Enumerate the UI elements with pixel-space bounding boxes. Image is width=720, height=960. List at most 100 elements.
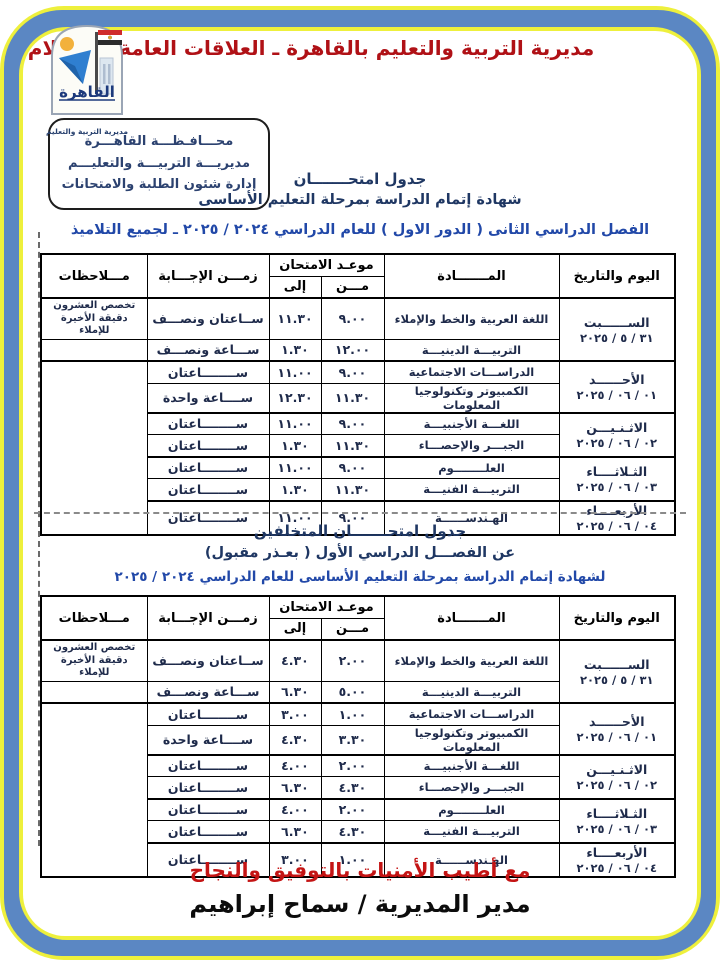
col-header-to: إلى [268,617,322,641]
duration-cell: ســــــــاعتان [146,841,270,877]
schedule-row: الســــــبت ٣١ / ٥ / ٢٠٢٥ اللغة العربية وا… [40,297,676,362]
day-name: الأربعــــاء [586,502,648,518]
left-margin-dashed-line [38,232,40,846]
duration-cell: ســاعتان ونصـــف [146,639,270,682]
time-from-cell: ٩.٠٠ [320,360,385,384]
day-name: الســــــبت [583,656,650,672]
time-from-cell: ٢.٠٠ [320,639,385,682]
subject-cell: اللغـــة الأجنبيـــة [383,411,560,435]
day-date: ٠٤ / ٠٦ / ٢٠٢٥ [576,860,658,875]
time-to-cell: ١١.٣٠ [268,297,322,340]
col-header-day: اليوم والتاريخ [558,253,676,299]
day-date: ٠٣ / ٠٦ / ٢٠٢٥ [576,479,658,494]
time-from-cell: ١.٠٠ [320,841,385,877]
duration-cell: ســاعتان ونصـــف [146,297,270,340]
notes-cell [40,702,148,877]
day-date-cell: الأربعــــاء ٠٤ / ٠٦ / ٢٠٢٥ [558,841,676,877]
schedule-row: التربيـــة الدينيـــة ٥.٠٠ ٦.٣٠ ســـاعة ونص… [40,680,675,704]
subject-cell: الكمبيوتر وتكنولوجيا المعلومات [383,382,560,413]
schedule-row: الاثـنـيـــن ٠٢ / ٠٦ / ٢٠٢٥ اللغـــة الأجن… [41,411,676,457]
time-from-cell: ٣.٣٠ [320,724,385,755]
day-date-cell: الثـلاثــــاء ٠٣ / ٠٦ / ٢٠٢٥ [558,797,676,843]
duration-cell: ســـاعة ونصـــف [146,680,270,704]
section2-term-line: لشهادة إتمام الدراسة بمرحلة التعليم الأس… [114,569,606,585]
duration-cell: ســــاعة واحدة [146,382,270,413]
schedule-row: الجبـــر والإحصـــاء ١١.٣٠ ١.٣٠ ســــــــاع… [41,434,675,457]
section1-title: جدول امتحـــــــان [293,170,427,188]
time-from-cell: ٥.٠٠ [320,680,385,704]
time-from-cell: ١٢.٠٠ [320,338,385,362]
schedule-row: التربيـــة الفنيـــة ١١.٣٠ ١.٣٠ ســــــــاع… [41,478,675,501]
col-header-from: مـــن [320,617,385,641]
time-from-cell: ١١.٣٠ [320,434,385,457]
col-header-subject: المـــــــادة [383,595,560,641]
day-name: الاثـنـيـــن [586,419,648,435]
time-to-cell: ١.٣٠ [268,338,322,362]
subject-cell: اللغة العربية والخط والإملاء [383,297,560,340]
schedule-row: الكمبيوتر وتكنولوجيا المعلومات ١١.٣٠ ١٢.٣٠… [41,382,675,413]
time-to-cell: ٣.٠٠ [268,841,322,877]
subject-cell: الدراســـات الاجتماعية [383,702,560,726]
subject-cell: الكمبيوتر وتكنولوجيا المعلومات [383,724,560,755]
subject-cell: اللغة العربية والخط والإملاء [383,639,560,682]
day-date: ٠١ / ٠٦ / ٢٠٢٥ [576,387,658,402]
notes-cell [40,338,148,362]
col-header-to: إلى [268,275,322,299]
notes-cell [40,360,148,535]
duration-cell: ســــــــاعتان [146,820,270,843]
schedule-row: الاثـنـيـــن ٠٢ / ٠٦ / ٢٠٢٥ اللغـــة الأجن… [41,753,676,799]
time-from-cell: ٢.٠٠ [320,797,385,821]
time-from-cell: ٤.٣٠ [320,776,385,799]
duration-cell: ســــــــاعتان [146,776,270,799]
subject-cell: العلــــــــوم [383,455,560,479]
duration-cell: ســــــــاعتان [146,797,270,821]
time-to-cell: ٦.٣٠ [268,680,322,704]
stamp-line-2: مديريـــة التربيـــة والتعليـــم [68,155,251,171]
time-from-cell: ٤.٣٠ [320,820,385,843]
col-header-from: مـــن [320,275,385,299]
schedule-row: الأربعــــاء ٠٤ / ٠٦ / ٢٠٢٥ الهـندســــــة… [41,499,676,535]
col-header-time: موعـد الامتحان [268,253,385,277]
time-to-cell: ٤.٣٠ [268,724,322,755]
day-date: ٣١ / ٥ / ٢٠٢٥ [579,330,654,345]
time-from-cell: ٩.٠٠ [320,297,385,340]
flag-pole-icon [95,32,98,94]
subject-cell: اللغـــة الأجنبيـــة [383,753,560,777]
day-date-cell: الســــــبت ٣١ / ٥ / ٢٠٢٥ [558,297,676,362]
col-header-duration: زمـــن الإجـــابة [146,253,270,299]
schedule-row: الأحــــــد ٠١ / ٠٦ / ٢٠٢٥ الدراســـات الا… [40,360,676,535]
exam-schedule-table-makeup: اليوم والتاريخ المـــــــادة موعـد الامت… [40,595,676,878]
subject-cell: الدراســـات الاجتماعية [383,360,560,384]
schedule-row: الجبـــر والإحصـــاء ٤.٣٠ ٦.٣٠ ســــــــاعت… [41,776,675,799]
time-to-cell: ١.٣٠ [268,434,322,457]
time-to-cell: ١١.٠٠ [268,455,322,479]
time-to-cell: ٤.٣٠ [268,639,322,682]
day-name: الاثـنـيـــن [586,761,648,777]
section2-subtitle: عن الفصـــل الدراسي الأول ( بعـذر مقبول) [204,545,516,561]
time-to-cell: ٦.٣٠ [268,820,322,843]
time-to-cell: ١١.٠٠ [268,411,322,435]
section1-term-line: الفصل الدراسي الثانى ( الدور الاول ) للع… [70,222,650,238]
duration-cell: ســــــــاعتان [146,753,270,777]
day-date: ٠٢ / ٠٦ / ٢٠٢٥ [576,777,658,792]
day-date: ٠١ / ٠٦ / ٢٠٢٥ [576,729,658,744]
col-header-time: موعـد الامتحان [268,595,385,619]
section2-title: جدول امتحـــــــان المتخلفين [253,522,467,540]
time-to-cell: ١٢.٣٠ [268,382,322,413]
duration-cell: ســــــــاعتان [146,434,270,457]
logo-caption: مديرية التربية والتعليم [46,127,128,136]
subject-cell: التربيـــة الفنيـــة [383,478,560,501]
day-name: الأحــــــد [589,371,645,387]
time-from-cell: ٢.٠٠ [320,753,385,777]
notes-cell [40,680,148,704]
col-header-duration: زمـــن الإجـــابة [146,595,270,641]
col-header-notes: مـــلاحظات [40,595,148,641]
schedule-row: الأحــــــد ٠١ / ٠٦ / ٢٠٢٥ الدراســـات الا… [40,702,676,877]
duration-cell: ســــــــاعتان [146,478,270,501]
day-name: الأحــــــد [589,713,645,729]
time-from-cell: ٩.٠٠ [320,499,385,535]
subject-cell: العلــــــــوم [383,797,560,821]
footer-signature: مدير المديرية / سماح إبراهيم [189,890,531,918]
cairo-logo-icon: القاهرة [51,24,123,115]
